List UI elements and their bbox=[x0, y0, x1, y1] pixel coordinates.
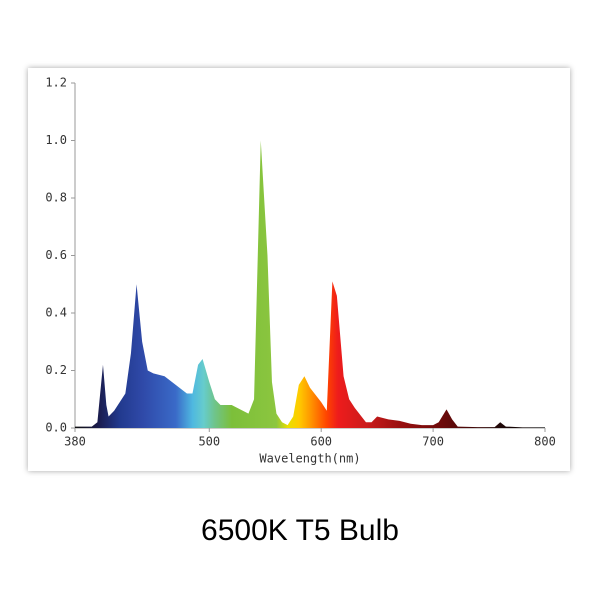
y-tick-label: 0.6 bbox=[45, 248, 67, 262]
y-tick-label: 0.8 bbox=[45, 191, 67, 205]
y-tick-label: 1.0 bbox=[45, 133, 67, 147]
x-axis-title: Wavelength(nm) bbox=[259, 452, 360, 466]
x-tick-label: 800 bbox=[534, 435, 556, 449]
x-tick-label: 600 bbox=[310, 435, 332, 449]
x-tick-label: 700 bbox=[422, 435, 444, 449]
x-tick-label: 500 bbox=[198, 435, 220, 449]
y-tick-label: 1.2 bbox=[45, 76, 67, 90]
x-tick-label: 380 bbox=[64, 435, 86, 449]
y-tick-label: 0.0 bbox=[45, 421, 67, 435]
chart-title: 6500K T5 Bulb bbox=[201, 514, 399, 547]
spectrum-area bbox=[75, 140, 545, 428]
y-tick-label: 0.2 bbox=[45, 363, 67, 377]
y-tick-label: 0.4 bbox=[45, 306, 67, 320]
